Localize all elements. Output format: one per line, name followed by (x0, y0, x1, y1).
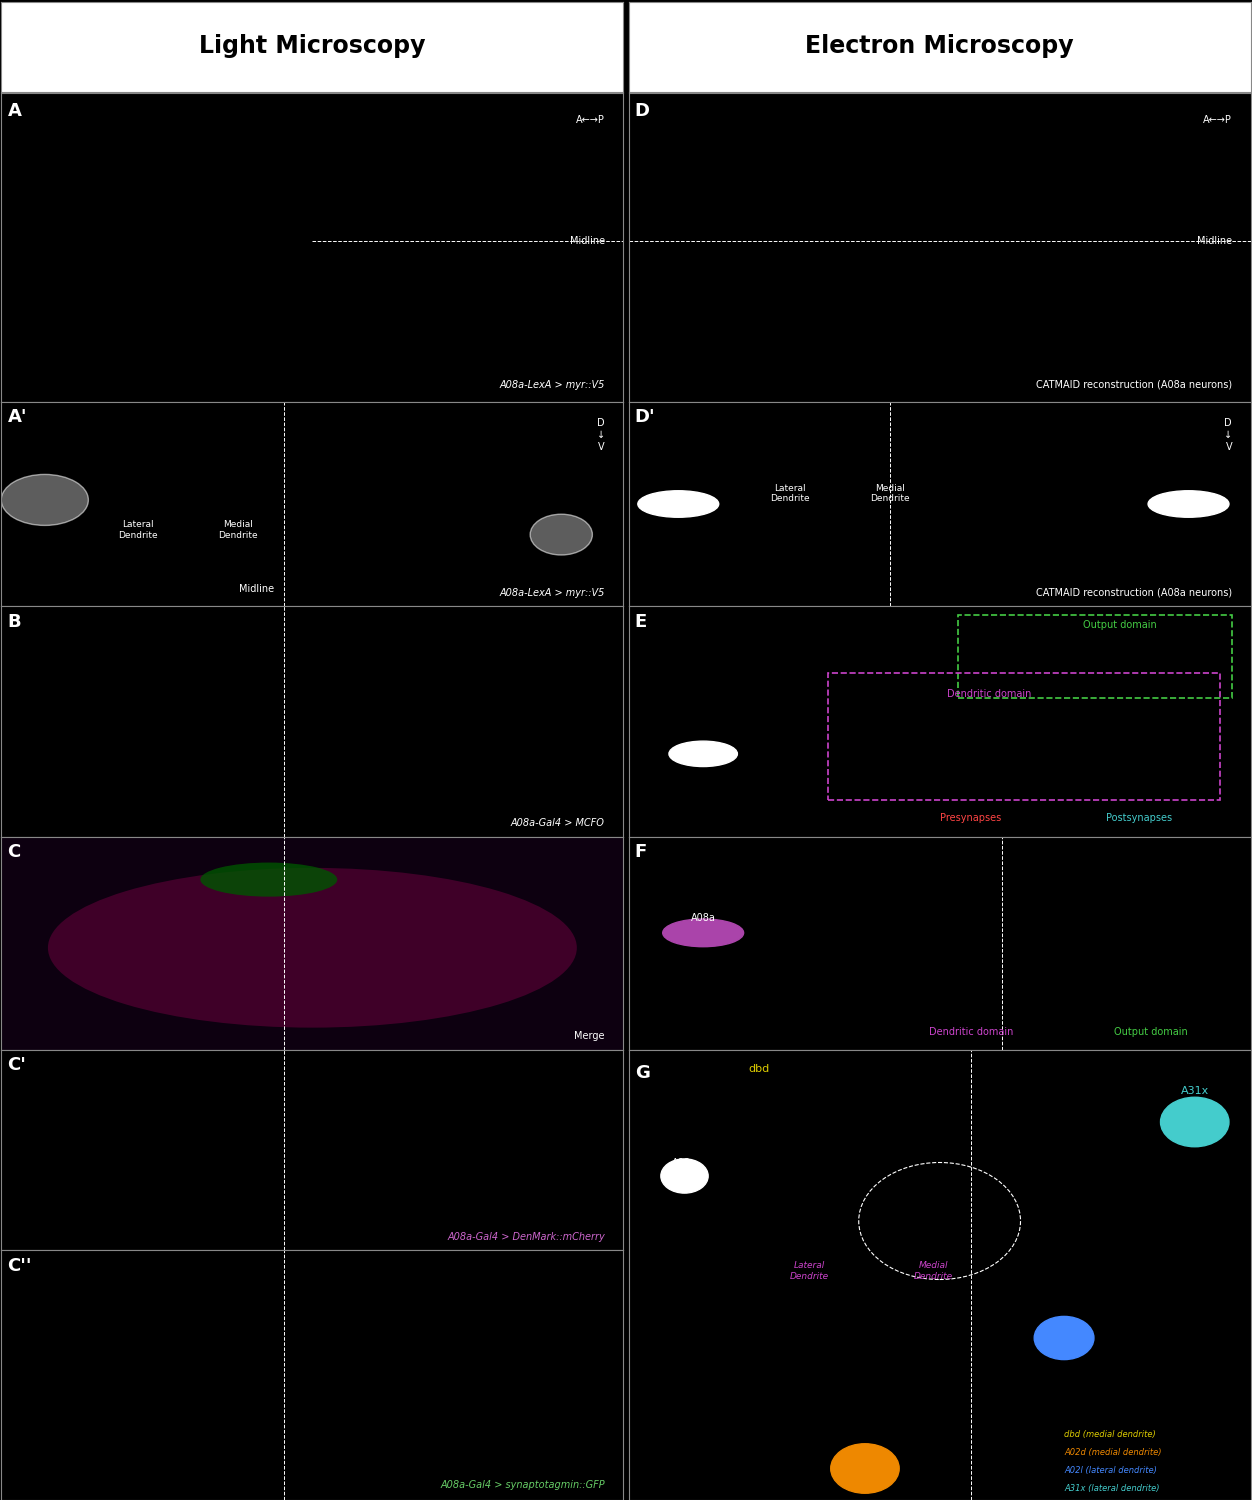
Ellipse shape (48, 868, 577, 1028)
Text: A08a-Gal4 > DenMark::mCherry: A08a-Gal4 > DenMark::mCherry (447, 1232, 605, 1242)
Circle shape (1161, 1098, 1229, 1146)
Text: E: E (635, 614, 647, 632)
Text: A←→P: A←→P (1203, 114, 1232, 125)
Text: A08a: A08a (691, 744, 716, 754)
Text: Dendritic domain: Dendritic domain (948, 688, 1032, 699)
Text: A02d: A02d (853, 1449, 878, 1460)
Text: Medial
Dendrite: Medial Dendrite (914, 1262, 953, 1281)
Text: Lateral
Dendrite: Lateral Dendrite (770, 483, 810, 502)
Text: Output domain: Output domain (1083, 620, 1157, 630)
Circle shape (669, 741, 737, 766)
Text: F: F (635, 843, 647, 861)
Text: Light Microscopy: Light Microscopy (199, 34, 426, 58)
Text: Midline: Midline (1197, 237, 1232, 246)
Text: A08a-Gal4 > MCFO: A08a-Gal4 > MCFO (511, 818, 605, 828)
Bar (828, 674, 1219, 800)
Text: Midline: Midline (239, 584, 274, 594)
Text: A31x: A31x (1181, 1086, 1209, 1096)
Circle shape (637, 490, 719, 517)
Text: CATMAID reconstruction (A08a neurons): CATMAID reconstruction (A08a neurons) (1035, 588, 1232, 598)
Circle shape (662, 920, 744, 946)
Text: Dendritic domain: Dendritic domain (929, 1028, 1013, 1036)
Circle shape (661, 1160, 709, 1192)
Text: A': A' (8, 408, 28, 426)
Text: Lateral
Dendrite: Lateral Dendrite (119, 520, 158, 540)
Bar (958, 615, 1232, 699)
Text: A08a: A08a (691, 914, 716, 922)
Circle shape (831, 1443, 899, 1494)
Text: A08a-Gal4 > synaptotagmin::GFP: A08a-Gal4 > synaptotagmin::GFP (441, 1480, 605, 1490)
Text: Lateral
Dendrite: Lateral Dendrite (790, 1262, 829, 1281)
Text: dbd (medial dendrite): dbd (medial dendrite) (1064, 1431, 1156, 1440)
Text: A08a-LexA > myr::V5: A08a-LexA > myr::V5 (500, 588, 605, 598)
Text: Presynapses: Presynapses (940, 813, 1002, 824)
Text: D: D (635, 102, 650, 120)
Text: CATMAID reconstruction (A08a neurons): CATMAID reconstruction (A08a neurons) (1035, 380, 1232, 390)
Ellipse shape (530, 514, 592, 555)
Text: Postsynapses: Postsynapses (1106, 813, 1172, 824)
Text: A: A (8, 102, 21, 120)
Text: A31x (lateral dendrite): A31x (lateral dendrite) (1064, 1485, 1159, 1494)
Ellipse shape (1, 474, 89, 525)
Text: D': D' (635, 408, 655, 426)
Text: Medial
Dendrite: Medial Dendrite (870, 483, 910, 502)
Text: D
↓
V: D ↓ V (1224, 419, 1232, 452)
Text: Merge: Merge (575, 1032, 605, 1041)
Text: A08a: A08a (672, 1158, 697, 1167)
Text: C'': C'' (8, 1257, 33, 1275)
Circle shape (1148, 490, 1229, 517)
Text: dbd: dbd (749, 1064, 770, 1074)
Text: B: B (8, 614, 21, 632)
Text: Midline: Midline (570, 237, 605, 246)
Text: C: C (8, 843, 21, 861)
Ellipse shape (200, 862, 337, 897)
Text: A←→P: A←→P (576, 114, 605, 125)
Circle shape (1034, 1317, 1094, 1359)
Text: A02l (lateral dendrite): A02l (lateral dendrite) (1064, 1467, 1157, 1476)
Text: G: G (635, 1064, 650, 1082)
Text: C': C' (8, 1056, 26, 1074)
Text: Electron Microscopy: Electron Microscopy (805, 34, 1074, 58)
Text: Medial
Dendrite: Medial Dendrite (218, 520, 258, 540)
Text: A02d (medial dendrite): A02d (medial dendrite) (1064, 1449, 1162, 1458)
Text: Output domain: Output domain (1114, 1028, 1188, 1036)
Text: A08a-LexA > myr::V5: A08a-LexA > myr::V5 (500, 380, 605, 390)
Text: A02l: A02l (1053, 1324, 1075, 1334)
Text: D
↓
V: D ↓ V (597, 419, 605, 452)
